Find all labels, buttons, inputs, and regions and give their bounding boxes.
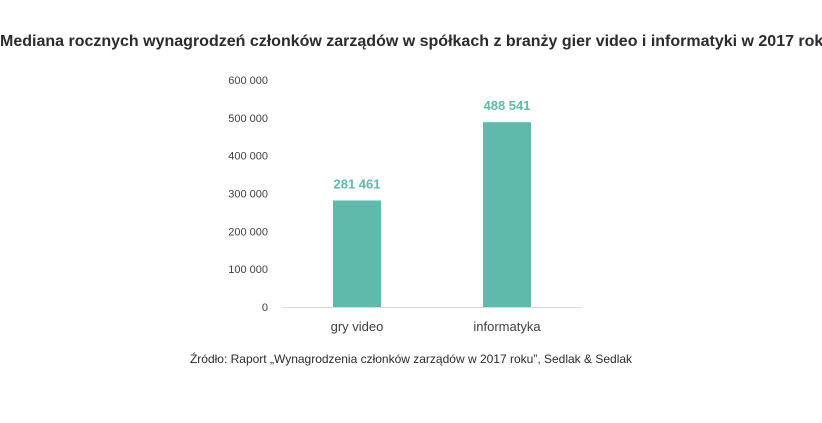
y-axis: 0 100 000 200 000 300 000 400 000 500 000 600 … [228,75,268,314]
y-tick-label: 600 000 [228,75,268,87]
x-tick-label: gry video [331,319,384,334]
source-note: Źródło: Raport „Wynagrodzenia członków z… [189,352,633,366]
y-tick-label: 500 000 [228,113,268,125]
data-label: 488 541 [484,98,531,113]
bars: 281 461 488 541 [333,98,531,307]
x-axis: gry video informatyka [331,319,542,334]
bar [333,200,381,307]
chart-title: Mediana rocznych wynagrodzeń członków za… [0,33,822,50]
y-tick-label: 0 [262,302,268,314]
data-label: 281 461 [334,177,381,192]
y-tick-label: 100 000 [228,264,268,276]
y-tick-label: 400 000 [228,151,268,163]
y-tick-label: 200 000 [228,226,268,238]
bar [483,122,531,307]
y-tick-label: 300 000 [228,189,268,201]
x-tick-label: informatyka [473,319,541,334]
